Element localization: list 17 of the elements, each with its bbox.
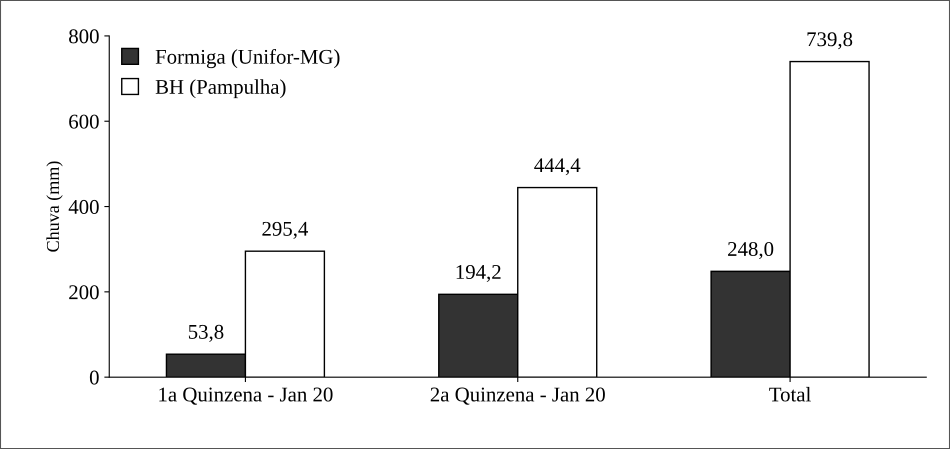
x-tick-label: 2a Quinzena - Jan 20	[430, 387, 605, 405]
data-label: 248,0	[728, 242, 774, 260]
y-tick-label: 0	[90, 370, 99, 385]
y-tick-label: 800	[69, 29, 99, 44]
y-axis-title: Chuva (mm)	[46, 161, 63, 252]
data-label: 194,2	[456, 264, 501, 282]
data-label: 295,4	[262, 222, 308, 239]
y-tick-label: 200	[69, 285, 99, 300]
x-tick-label: Total	[769, 386, 811, 402]
x-tick-label: 1a Quinzena - Jan 20	[159, 387, 333, 405]
data-label: 53,8	[188, 324, 224, 342]
legend-label: Formiga (Unifor-MG)	[156, 48, 340, 68]
data-label: 444,4	[534, 158, 580, 176]
data-label: 739,8	[808, 32, 852, 50]
legend-label: BH (Pampulha)	[156, 79, 286, 98]
y-tick-label: 400	[68, 200, 99, 214]
y-tick-label: 600	[69, 114, 99, 129]
